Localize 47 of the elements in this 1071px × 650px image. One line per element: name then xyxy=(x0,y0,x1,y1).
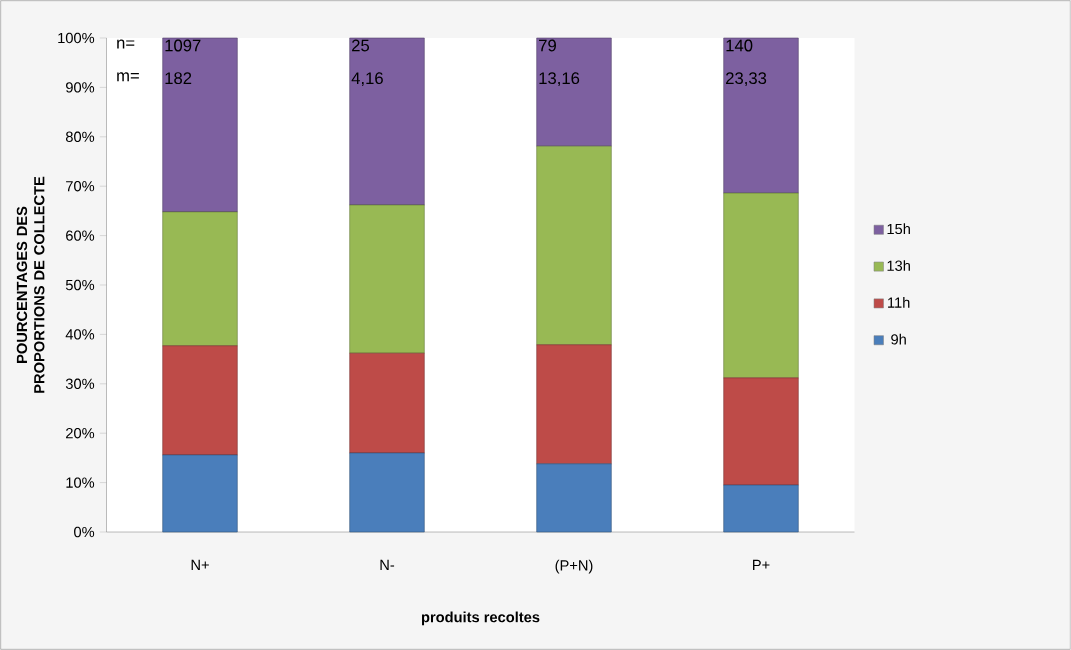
annotation: 1097 xyxy=(165,39,201,52)
y-tick-label: 60% xyxy=(66,230,95,241)
bar xyxy=(349,204,425,354)
bar xyxy=(162,211,238,347)
y-tick-label: 80% xyxy=(65,131,95,142)
y-tick-label: 20% xyxy=(66,428,95,439)
bar xyxy=(162,345,238,456)
legend-label: 9h xyxy=(891,333,906,345)
bar xyxy=(349,452,425,533)
bar xyxy=(349,37,425,206)
bar xyxy=(723,37,799,194)
legend-label: 15h xyxy=(887,223,910,235)
x-tick-label: P+ xyxy=(753,559,770,570)
y-tick-label: 30% xyxy=(65,378,95,389)
bar xyxy=(723,192,799,379)
annotation: n= xyxy=(117,39,135,49)
annotation: m= xyxy=(117,72,139,82)
bar xyxy=(536,37,612,147)
legend-label: 11h xyxy=(888,297,910,308)
bar xyxy=(536,463,612,533)
x-tick-label: N+ xyxy=(191,559,209,570)
y-tick-label: 100% xyxy=(58,32,95,44)
legend-label: 13h xyxy=(887,260,910,271)
x-tick-label: (P+N) xyxy=(555,559,593,574)
annotation: 25 xyxy=(352,39,370,52)
y-tick-label: 90% xyxy=(66,82,95,93)
annotation: 182 xyxy=(165,72,192,85)
bar xyxy=(536,344,612,465)
annotation: 23,33 xyxy=(726,72,767,87)
bar xyxy=(162,37,238,213)
y-tick-label: 0% xyxy=(74,526,95,538)
bar xyxy=(723,377,799,486)
bar xyxy=(723,484,799,533)
x-axis-title: produits recoltes xyxy=(421,611,540,626)
y-axis-title: POURCENTAGES DES PROPORTIONS DE COLLECTE xyxy=(16,176,45,393)
y-tick-label: 70% xyxy=(66,181,95,192)
y-tick-label: 40% xyxy=(65,329,95,340)
x-tick-label: N- xyxy=(380,559,395,570)
y-tick-label: 50% xyxy=(65,279,95,291)
bar xyxy=(349,352,425,454)
y-tick-label: 10% xyxy=(66,477,95,488)
annotation: 79 xyxy=(539,39,556,52)
annotation: 140 xyxy=(726,39,753,52)
annotation: 13,16 xyxy=(539,72,580,87)
bar xyxy=(536,145,612,346)
bar xyxy=(162,454,238,533)
annotation: 4,16 xyxy=(351,72,383,87)
